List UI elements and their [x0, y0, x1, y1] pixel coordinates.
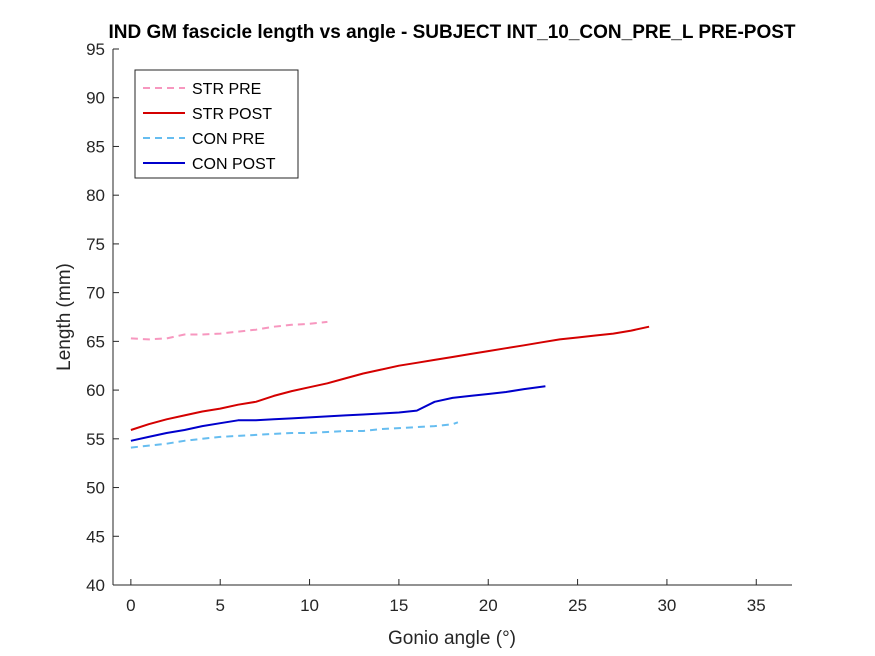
tick-labels: 0 5 10 15 20 25 30 35 40 45 50 55 60 65 70 75 80 85 90 95 [86, 40, 766, 615]
x-tick-label: 15 [389, 596, 408, 615]
y-tick-label: 55 [86, 430, 105, 449]
y-tick-label: 85 [86, 137, 105, 156]
y-axis-label: Length (mm) [54, 263, 75, 371]
x-tick-label: 30 [657, 596, 676, 615]
y-tick-label: 60 [86, 381, 105, 400]
y-tick-label: 80 [86, 186, 105, 205]
y-tick-label: 75 [86, 235, 105, 254]
y-tick-label: 90 [86, 89, 105, 108]
x-tick-label: 5 [215, 596, 224, 615]
y-tick-label: 45 [86, 527, 105, 546]
series-line-str-post [130, 325, 650, 431]
x-tick-label: 25 [568, 596, 587, 615]
legend-label-str-post: STR POST [192, 106, 272, 123]
y-tick-label: 95 [86, 40, 105, 59]
series-line-con-post [130, 385, 546, 442]
x-tick-label: 20 [479, 596, 498, 615]
series-layer [130, 320, 650, 449]
legend-label-con-pre: CON PRE [192, 131, 265, 148]
y-tick-label: 65 [86, 332, 105, 351]
x-tick-label: 10 [300, 596, 319, 615]
legend: STR PRE STR POST CON PRE CON POST [134, 69, 299, 179]
series-line-con-pre [130, 421, 459, 449]
axes [112, 48, 792, 586]
y-tick-label: 40 [86, 576, 105, 595]
x-axis-label: Gonio angle (°) [388, 628, 516, 649]
series-line-str-pre [130, 320, 328, 341]
legend-box [134, 69, 299, 179]
x-tick-label: 35 [747, 596, 766, 615]
y-tick-label: 70 [86, 284, 105, 303]
chart-title: IND GM fascicle length vs angle - SUBJEC… [109, 22, 796, 43]
y-tick-label: 50 [86, 479, 105, 498]
legend-label-str-pre: STR PRE [192, 81, 261, 98]
x-tick-label: 0 [126, 596, 135, 615]
legend-label-con-post: CON POST [192, 156, 276, 173]
